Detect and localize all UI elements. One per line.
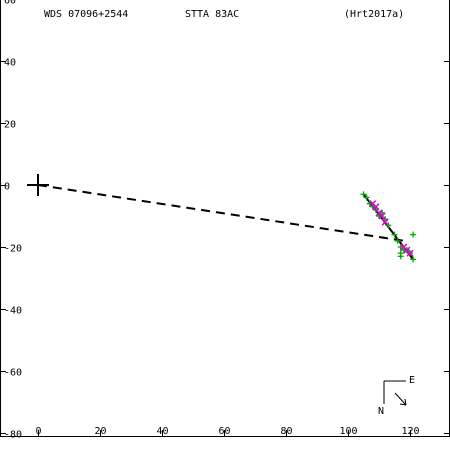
separation-dashed-line [37, 184, 404, 242]
marker-stroke [378, 212, 386, 220]
x-tick-label: 100 [339, 426, 357, 437]
marker-stroke [369, 200, 377, 208]
y-tick-label: -40 [4, 306, 22, 317]
compass-rose: N E [378, 375, 415, 417]
data-points [360, 191, 417, 263]
y-tick-label: -80 [4, 430, 22, 441]
plus-marker-point [363, 194, 370, 201]
x-tick-label: 0 [35, 426, 41, 437]
compass-motion-arrow [394, 392, 407, 406]
plus-marker-point [397, 253, 404, 260]
plus-marker-point [382, 216, 389, 223]
plus-marker-point [397, 244, 404, 250]
y-tick-label: -20 [4, 244, 22, 255]
plus-marker-point [366, 200, 373, 207]
y-tick-label: 60 [4, 0, 16, 7]
marker-stroke [381, 218, 389, 226]
compass-north-label: N [378, 406, 384, 417]
chart-lines [27, 174, 414, 261]
compass-arrowhead-b [404, 398, 407, 406]
marker-stroke [400, 243, 408, 251]
marker-stroke [372, 203, 380, 211]
marker-stroke [403, 246, 411, 254]
wds-id-label: WDS 07096+2544 [44, 9, 129, 20]
x-marker-point [372, 203, 380, 211]
plus-marker-point [372, 206, 379, 213]
discoverer-label: STTA 83AC [185, 9, 240, 20]
x-marker-point [378, 212, 386, 220]
plus-marker-point [410, 231, 417, 238]
y-tick-label: 20 [4, 120, 16, 131]
y-tick-label: 0 [4, 182, 10, 193]
y-tick-label: -60 [4, 368, 22, 379]
plus-marker-point [410, 256, 417, 263]
plus-marker-point [391, 231, 398, 238]
x-tick-label: 80 [280, 426, 292, 437]
marker-stroke [375, 209, 383, 217]
plus-marker-point [385, 222, 392, 229]
x-marker-point [406, 249, 414, 257]
plus-marker-point [394, 237, 401, 244]
plus-marker-point [360, 191, 367, 198]
plus-marker-point [369, 203, 376, 210]
x-tick-label: 120 [401, 426, 419, 437]
plus-marker-point [379, 209, 386, 216]
marker-stroke [406, 249, 414, 257]
reference-label: (Hrt2017a) [344, 9, 405, 20]
x-tick-label: 60 [218, 426, 230, 437]
x-tick-label: 20 [94, 426, 106, 437]
plus-marker-point [376, 213, 382, 219]
x-marker-point [381, 218, 389, 226]
x-tick-label: 40 [156, 426, 168, 437]
compass-arrowhead-a [399, 403, 407, 406]
compass-east-label: E [409, 375, 415, 386]
y-tick-label: 40 [4, 58, 16, 69]
